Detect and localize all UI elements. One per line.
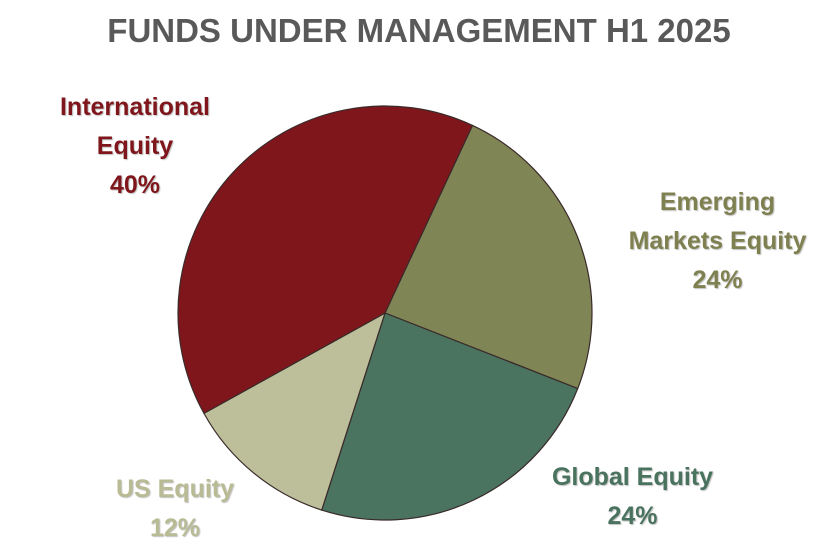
value-label: 12% — [149, 514, 201, 542]
pie-slice — [320, 312, 579, 521]
category-label: Emerging Markets Equity — [628, 188, 807, 255]
pie-slice — [177, 105, 474, 415]
value-label: 24% — [607, 502, 658, 530]
slice-label: US Equity 12% — [80, 470, 270, 548]
category-label: Global Equity — [551, 463, 714, 491]
value-label: 40% — [109, 171, 161, 199]
slice-label: International Equity 40% — [40, 88, 230, 205]
pie-slice — [384, 124, 593, 390]
category-label: US Equity — [115, 475, 235, 503]
slice-label: Emerging Markets Equity 24% — [595, 183, 838, 300]
value-label: 24% — [692, 266, 743, 294]
pie-slice — [203, 311, 387, 511]
slice-label: Global Equity 24% — [520, 458, 745, 536]
chart-title: FUNDS UNDER MANAGEMENT H1 2025 — [107, 12, 731, 49]
category-label: International Equity — [59, 93, 210, 160]
